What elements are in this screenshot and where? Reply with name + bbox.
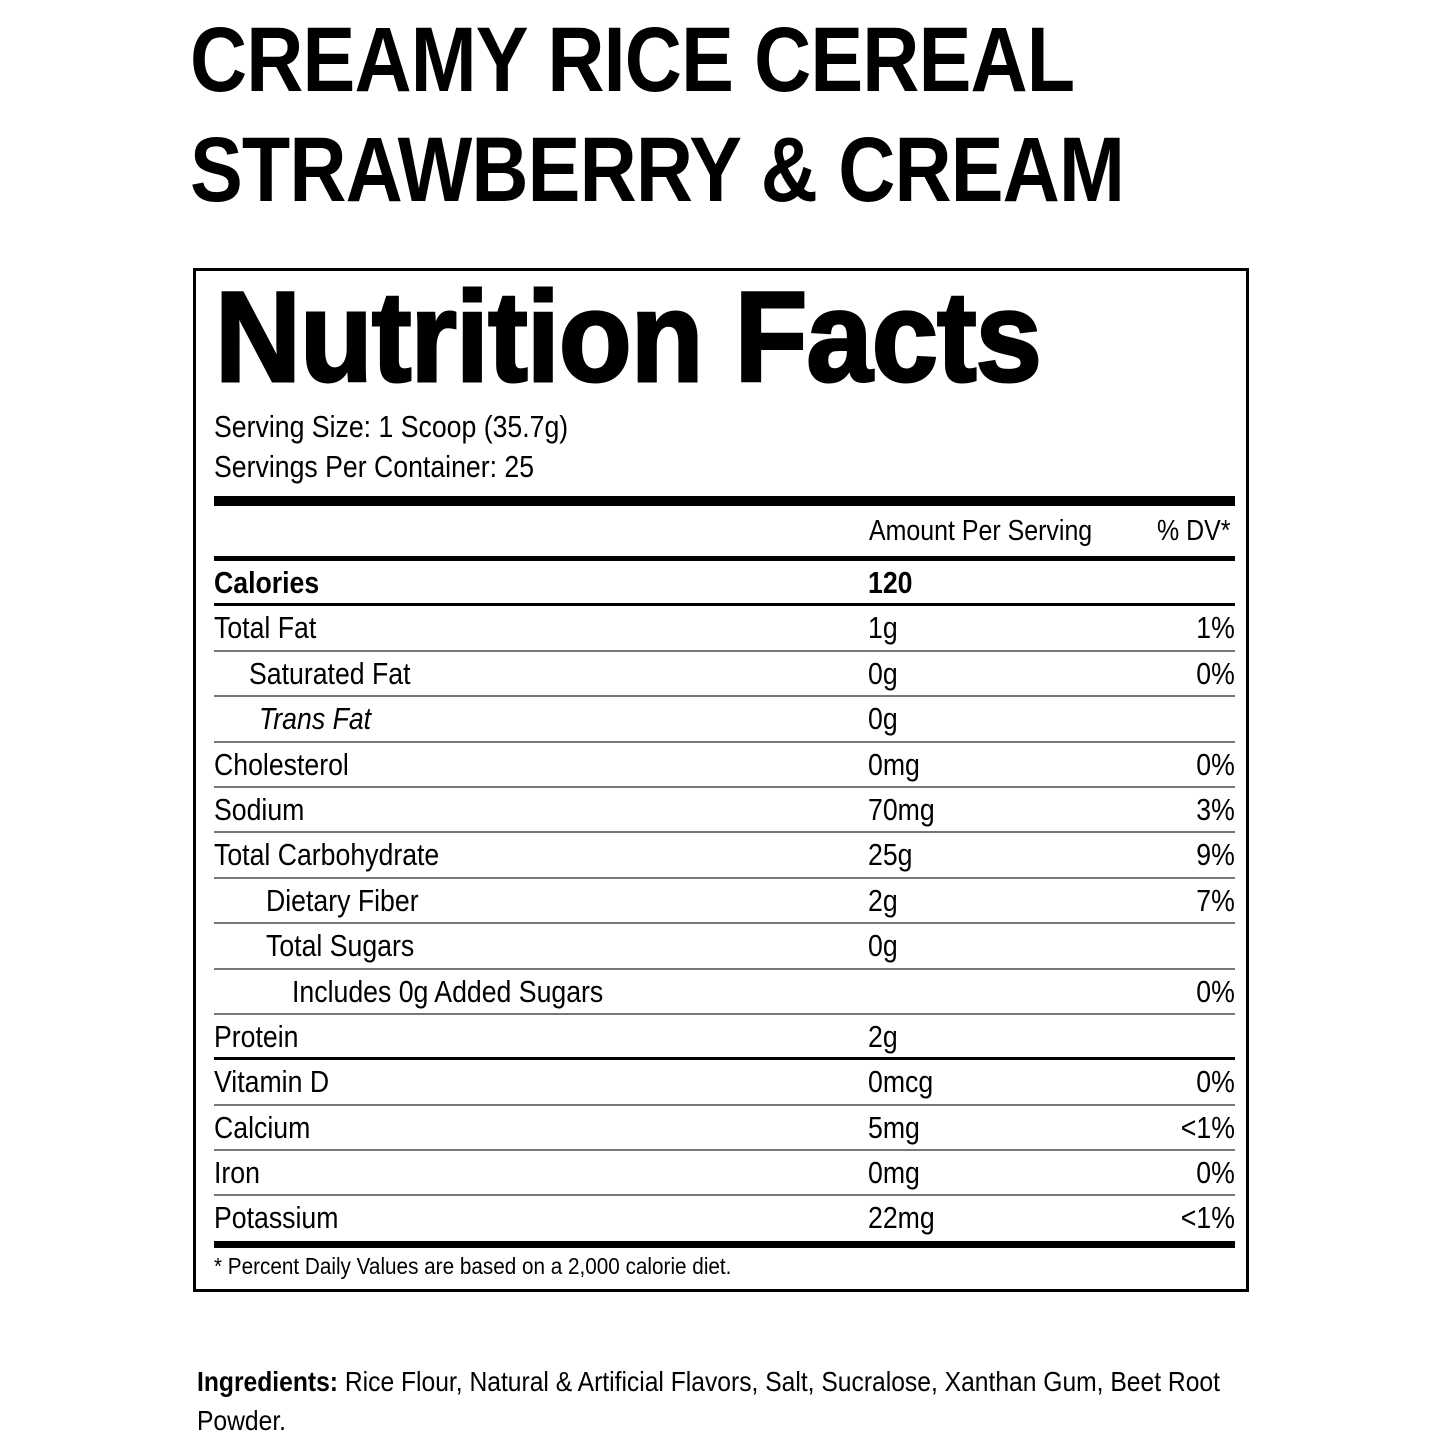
nutrient-row: Vitamin D 0mcg 0% — [214, 1060, 1235, 1106]
nutrient-dv: <1% — [1180, 1200, 1235, 1236]
nutrient-dv: 0% — [1196, 655, 1235, 691]
ingredients-label: Ingredients: — [197, 1366, 339, 1397]
footnote: * Percent Daily Values are based on a 2,… — [214, 1253, 732, 1279]
nutrient-amount: 0g — [868, 701, 898, 737]
nutrient-name: Protein — [214, 1018, 299, 1054]
nutrient-row: Saturated Fat 0g 0% — [214, 652, 1235, 698]
nutrient-name: Dietary Fiber — [266, 882, 419, 918]
nutrient-row: Trans Fat 0g — [214, 697, 1235, 743]
nutrient-row: Cholesterol 0mg 0% — [214, 743, 1235, 788]
nutrient-amount: 0mg — [868, 746, 920, 782]
nutrient-dv: <1% — [1180, 1109, 1235, 1145]
nutrient-name: Trans Fat — [259, 701, 372, 737]
nutrient-name: Cholesterol — [214, 746, 349, 782]
nutrient-row: Dietary Fiber 2g 7% — [214, 879, 1235, 925]
nutrient-row: Iron 0mg 0% — [214, 1151, 1235, 1197]
nutrient-amount: 120 — [868, 565, 913, 600]
nutrient-name: Iron — [214, 1155, 260, 1191]
nutrient-row: Total Carbohydrate 25g 9% — [214, 833, 1235, 879]
nutrient-name: Calories — [214, 565, 320, 600]
nutrient-dv: 0% — [1196, 973, 1235, 1009]
nutrient-row: Protein 2g — [214, 1015, 1235, 1061]
nutrient-amount: 0g — [868, 928, 898, 964]
nutrient-amount: 0mg — [868, 1155, 920, 1191]
nutrient-row: Potassium 22mg <1% — [214, 1196, 1235, 1241]
nutrient-row: Total Fat 1g 1% — [214, 606, 1235, 652]
nutrient-name: Vitamin D — [214, 1064, 330, 1100]
nutrient-amount: 1g — [868, 610, 898, 646]
nutrient-name: Total Fat — [214, 610, 317, 646]
product-name: CREAMY RICE CEREAL — [190, 9, 1075, 111]
nutrient-row: Sodium 70mg 3% — [214, 788, 1235, 834]
nutrient-name: Potassium — [214, 1200, 339, 1236]
nutrient-dv: 0% — [1196, 1155, 1235, 1191]
nutrient-row: Total Sugars 0g — [214, 924, 1235, 970]
nutrient-dv: 3% — [1196, 791, 1235, 827]
nutrient-dv: 9% — [1196, 837, 1235, 873]
servings-per-container: Servings Per Container: 25 — [214, 449, 535, 484]
nutrient-amount: 2g — [868, 1018, 898, 1054]
thick-divider — [214, 496, 1235, 506]
nutrient-name: Saturated Fat — [249, 655, 411, 691]
nutrient-dv: 7% — [1196, 882, 1235, 918]
nutrient-amount: 70mg — [868, 791, 935, 827]
serving-size: Serving Size: 1 Scoop (35.7g) — [214, 409, 569, 444]
nutrient-table: Calories 120 Total Fat 1g 1% Saturated Fat 0g 0… — [214, 561, 1235, 1242]
nutrition-facts-panel: Nutrition Facts Serving Size: 1 Scoop (3… — [193, 268, 1249, 1292]
nutrient-dv: 0% — [1196, 746, 1235, 782]
nutrition-facts-title: Nutrition Facts — [214, 266, 1044, 409]
ingredients: Ingredients: Rice Flour, Natural & Artif… — [197, 1362, 1227, 1440]
product-flavor: STRAWBERRY & CREAM — [190, 119, 1125, 221]
nutrient-amount: 2g — [868, 882, 898, 918]
nutrient-dv: 1% — [1196, 610, 1235, 646]
nutrient-row: Calcium 5mg <1% — [214, 1106, 1235, 1152]
nutrient-amount: 22mg — [868, 1200, 935, 1236]
nutrient-amount: 0mcg — [868, 1064, 934, 1100]
nutrient-amount: 0g — [868, 655, 898, 691]
nutrient-amount: 5mg — [868, 1109, 920, 1145]
nutrient-name: Sodium — [214, 791, 305, 827]
nutrient-name: Total Carbohydrate — [214, 837, 440, 873]
header-dv: % DV* — [1156, 515, 1230, 547]
bottom-divider — [214, 1241, 1235, 1248]
header-amount: Amount Per Serving — [869, 515, 1093, 547]
nutrient-amount: 25g — [868, 837, 913, 873]
nutrient-row: Calories 120 — [214, 561, 1235, 607]
nutrient-name: Total Sugars — [266, 928, 415, 964]
nutrient-name: Includes 0g Added Sugars — [292, 973, 604, 1009]
nutrient-dv: 0% — [1196, 1064, 1235, 1100]
nutrient-row: Includes 0g Added Sugars 0% — [214, 970, 1235, 1015]
nutrient-name: Calcium — [214, 1109, 311, 1145]
ingredients-text: Rice Flour, Natural & Artificial Flavors… — [197, 1366, 1220, 1436]
header-divider — [214, 556, 1235, 561]
